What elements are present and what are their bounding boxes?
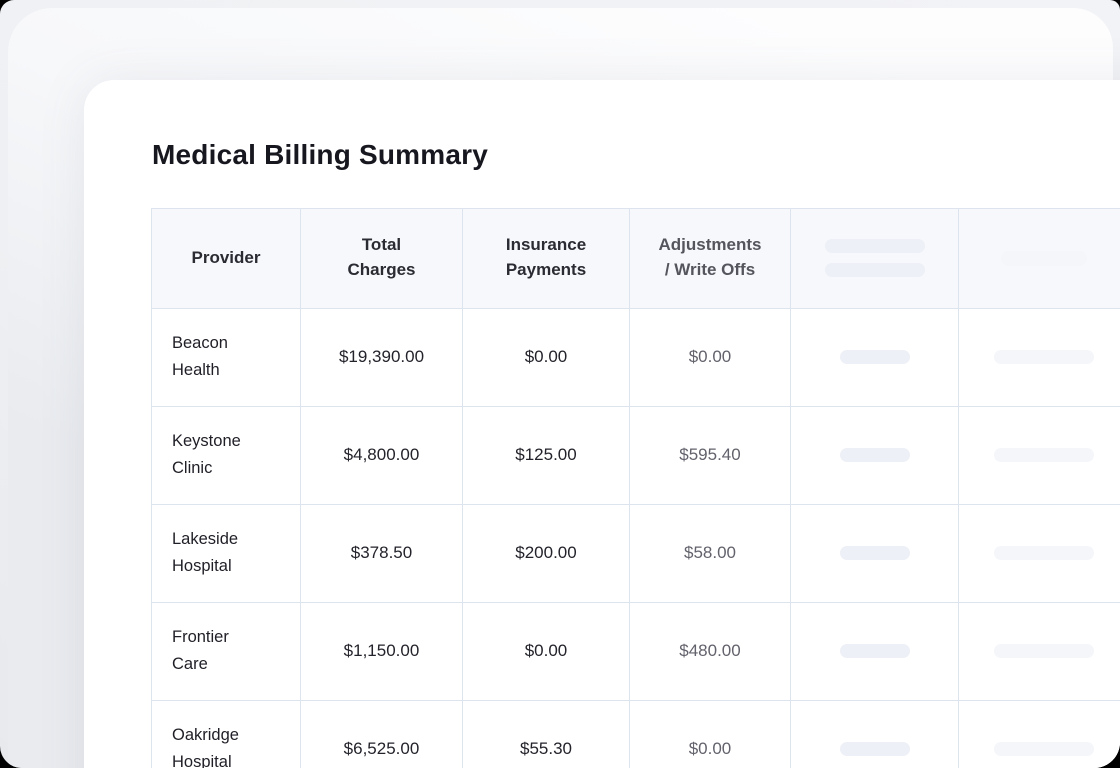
adjustments-write-offs-cell: $58.00	[629, 503, 791, 603]
table-row: Beacon Health $19,390.00 $0.00 $0.00	[151, 307, 1120, 407]
column-header-loading-2	[958, 207, 1120, 309]
total-charges-cell: $1,150.00	[300, 601, 463, 701]
skeleton-bar	[839, 350, 910, 365]
skeleton-bar	[993, 546, 1094, 561]
total-charges-cell: $19,390.00	[300, 307, 463, 407]
provider-name: Lakeside Hospital	[172, 529, 239, 576]
total-charges-cell: $4,800.00	[300, 405, 463, 505]
loading-cell	[790, 307, 959, 407]
column-header-loading-1	[790, 207, 959, 309]
skeleton-bar	[839, 546, 910, 561]
skeleton-bar	[839, 742, 910, 757]
table-row: Lakeside Hospital $378.50 $200.00 $58.00	[151, 503, 1120, 603]
skeleton-bar	[993, 644, 1094, 659]
skeleton-bar	[993, 742, 1094, 757]
table-row: Oakridge Hospital $6,525.00 $55.30 $0.00	[151, 699, 1120, 768]
skeleton-bar	[824, 263, 925, 278]
loading-cell	[958, 699, 1120, 768]
insurance-payments-cell: $55.30	[462, 699, 630, 768]
loading-cell	[790, 503, 959, 603]
skeleton-bar	[993, 350, 1094, 365]
table-row: Keystone Clinic $4,800.00 $125.00 $595.4…	[151, 405, 1120, 505]
column-header-adjustments-write-offs: Adjustments / Write Offs	[629, 207, 791, 309]
column-header-total-charges: Total Charges	[300, 207, 463, 309]
skeleton-bar	[839, 644, 910, 659]
provider-name: Keystone Clinic	[172, 431, 241, 478]
loading-cell	[790, 699, 959, 768]
loading-cell	[790, 601, 959, 701]
billing-summary-card: Medical Billing Summary Provider Total C…	[84, 80, 1120, 768]
table-row: Frontier Care $1,150.00 $0.00 $480.00	[151, 601, 1120, 701]
provider-cell: Oakridge Hospital	[151, 699, 301, 768]
insurance-payments-cell: $200.00	[462, 503, 630, 603]
total-charges-cell: $6,525.00	[300, 699, 463, 768]
provider-name: Beacon Health	[172, 333, 228, 380]
insurance-payments-cell: $0.00	[462, 307, 630, 407]
skeleton-bar	[1000, 250, 1087, 266]
adjustments-write-offs-cell: $595.40	[629, 405, 791, 505]
skeleton-bar	[993, 448, 1094, 463]
loading-cell	[958, 307, 1120, 407]
skeleton-placeholder	[791, 239, 958, 278]
loading-cell	[958, 503, 1120, 603]
provider-name: Oakridge Hospital	[172, 725, 239, 768]
column-header-label: Adjustments / Write Offs	[658, 235, 762, 280]
insurance-payments-cell: $125.00	[462, 405, 630, 505]
column-header-label: Insurance Payments	[505, 235, 587, 280]
adjustments-write-offs-cell: $0.00	[629, 307, 791, 407]
skeleton-bar	[824, 239, 925, 254]
adjustments-write-offs-cell: $0.00	[629, 699, 791, 768]
page-title: Medical Billing Summary	[152, 139, 489, 170]
loading-cell	[958, 405, 1120, 505]
column-header-label: Provider	[191, 247, 261, 267]
provider-cell: Lakeside Hospital	[151, 503, 301, 603]
column-header-provider: Provider	[151, 207, 301, 309]
skeleton-bar	[839, 448, 910, 463]
insurance-payments-cell: $0.00	[462, 601, 630, 701]
column-header-label: Total Charges	[347, 235, 416, 280]
adjustments-write-offs-cell: $480.00	[629, 601, 791, 701]
billing-summary-table: Provider Total Charges Insurance Payment…	[151, 207, 1120, 768]
provider-cell: Frontier Care	[151, 601, 301, 701]
loading-cell	[790, 405, 959, 505]
provider-cell: Keystone Clinic	[151, 405, 301, 505]
table-header-row: Provider Total Charges Insurance Payment…	[151, 207, 1120, 309]
provider-name: Frontier Care	[172, 627, 229, 674]
skeleton-placeholder	[959, 250, 1120, 266]
provider-cell: Beacon Health	[151, 307, 301, 407]
column-header-insurance-payments: Insurance Payments	[462, 207, 630, 309]
total-charges-cell: $378.50	[300, 503, 463, 603]
loading-cell	[958, 601, 1120, 701]
